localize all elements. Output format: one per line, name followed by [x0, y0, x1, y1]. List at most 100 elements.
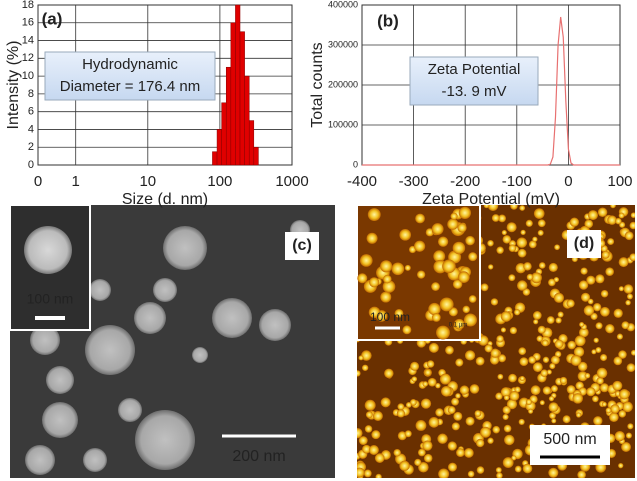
y-tick-label: 6: [28, 106, 34, 118]
particle: [441, 385, 452, 397]
particle: [548, 278, 556, 287]
particle: [576, 412, 582, 418]
particle: [595, 274, 605, 284]
particle: [483, 205, 490, 209]
particle: [383, 274, 392, 284]
particle: [417, 270, 426, 279]
x-tick-label: -200: [450, 173, 480, 190]
particle: [516, 237, 528, 248]
particle: [467, 470, 475, 478]
particle: [402, 325, 412, 335]
particle: [426, 360, 435, 368]
particle: [459, 385, 470, 395]
particle: [559, 376, 568, 385]
particle: [437, 433, 448, 444]
particle: [522, 463, 533, 474]
particle: [519, 205, 526, 211]
particle: [445, 345, 454, 355]
particle: [212, 298, 252, 338]
particle: [542, 356, 550, 363]
x-tick-label: -400: [347, 173, 377, 190]
particle: [380, 260, 393, 273]
particle: [578, 280, 589, 290]
particle: [553, 292, 565, 303]
particle: [519, 375, 525, 382]
particle: [629, 221, 635, 230]
particle: [574, 335, 586, 347]
particle: [367, 208, 381, 222]
particle: [502, 405, 511, 415]
y-tick-label: 16: [22, 17, 34, 29]
particle: [548, 402, 559, 413]
particle: [596, 377, 604, 385]
particle: [480, 283, 489, 292]
particle: [25, 445, 55, 475]
particle: [627, 423, 634, 430]
y-axis-label: Intensity (%): [5, 41, 22, 130]
particle: [450, 212, 458, 220]
particle: [447, 441, 457, 451]
bar: [248, 120, 255, 166]
particle: [532, 362, 543, 373]
particle: [562, 415, 571, 424]
particle: [630, 212, 635, 219]
particle: [503, 394, 510, 401]
x-tick-label: 1: [72, 173, 80, 190]
particle: [447, 462, 457, 472]
particle: [451, 422, 460, 431]
particle: [539, 400, 545, 406]
particle: [523, 262, 532, 271]
particle: [365, 411, 373, 419]
particle: [593, 416, 603, 426]
particle: [447, 218, 459, 230]
particle: [428, 417, 440, 428]
x-tick-label: 0: [34, 173, 42, 190]
particle: [420, 398, 432, 409]
line: [362, 16, 620, 166]
particle: [621, 442, 632, 452]
particle: [496, 335, 504, 343]
particle: [538, 262, 546, 269]
particle: [502, 413, 509, 421]
particle: [532, 311, 542, 320]
x-tick-label: 1000: [275, 173, 308, 190]
particle: [591, 349, 597, 355]
y-axis-label: Total counts: [309, 42, 326, 127]
particle: [437, 236, 449, 247]
particle: [368, 306, 381, 319]
particle: [514, 309, 521, 316]
particle: [357, 467, 365, 478]
particle: [517, 280, 528, 291]
inset-note: 0.1 µm: [449, 323, 467, 329]
bar: [239, 31, 245, 166]
annotation: Diameter = 176.4 nm: [60, 78, 201, 95]
particle: [414, 458, 422, 466]
particle: [422, 381, 429, 387]
particle: [492, 425, 501, 434]
particle: [358, 436, 368, 446]
particle: [46, 366, 74, 394]
particle: [578, 327, 589, 338]
y-tick-label: 100000: [328, 119, 358, 129]
particle: [528, 356, 536, 364]
particle: [518, 347, 527, 356]
particle: [455, 358, 464, 367]
particle: [455, 393, 461, 399]
particle: [610, 404, 620, 414]
particle: [427, 377, 437, 387]
particle: [435, 382, 441, 389]
particle: [503, 424, 512, 433]
particle: [404, 264, 411, 271]
particle: [618, 212, 625, 219]
bar: [244, 75, 250, 166]
annotation-box: [44, 51, 216, 101]
particle: [550, 385, 558, 393]
particle: [397, 403, 405, 411]
particle: [508, 274, 516, 282]
particle: [509, 390, 520, 401]
particle: [626, 293, 633, 300]
bar: [216, 129, 222, 166]
particle: [374, 453, 385, 463]
particle: [613, 356, 623, 366]
particle: [415, 213, 425, 224]
